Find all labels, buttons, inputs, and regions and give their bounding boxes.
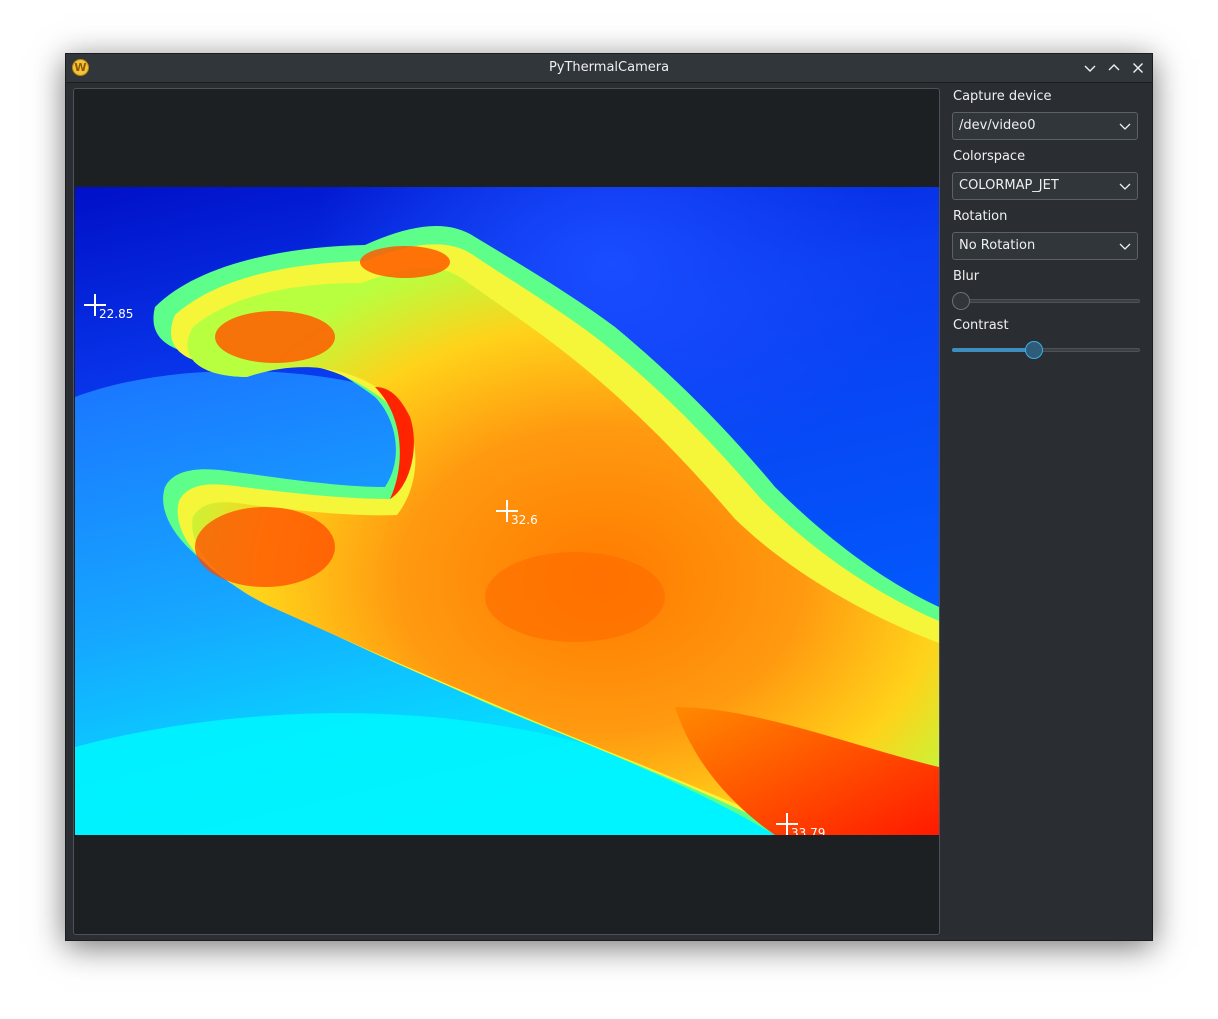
- capture-device-label: Capture device: [953, 89, 1052, 104]
- close-icon: [1133, 63, 1143, 73]
- chevron-down-icon: [1119, 183, 1131, 190]
- contrast-slider[interactable]: [952, 338, 1140, 362]
- temperature-label: 22.85: [99, 307, 134, 321]
- maximize-icon: [1108, 64, 1120, 71]
- minimize-button[interactable]: [1080, 58, 1100, 78]
- app-window: W PyThermalCamera: [65, 53, 1153, 941]
- minimize-icon: [1084, 65, 1096, 72]
- colorspace-value: COLORMAP_JET: [959, 178, 1059, 193]
- crosshair-vertical: [94, 294, 96, 316]
- capture-device-value: /dev/video0: [959, 118, 1036, 133]
- blur-label: Blur: [953, 269, 980, 284]
- contrast-label: Contrast: [953, 318, 1009, 333]
- crosshair-vertical: [786, 813, 788, 835]
- capture-device-select[interactable]: /dev/video0: [952, 112, 1138, 140]
- chevron-down-icon: [1119, 123, 1131, 130]
- slider-handle[interactable]: [952, 292, 970, 310]
- settings-sidebar: Capture device /dev/video0 Colorspace CO…: [952, 88, 1140, 366]
- thermal-image: 22.85 32.6 33.79: [75, 187, 939, 835]
- colorspace-select[interactable]: COLORMAP_JET: [952, 172, 1138, 200]
- colorspace-label: Colorspace: [953, 149, 1026, 164]
- crosshair-vertical: [506, 500, 508, 522]
- rotation-label: Rotation: [953, 209, 1008, 224]
- rotation-value: No Rotation: [959, 238, 1036, 253]
- slider-handle[interactable]: [1025, 341, 1044, 359]
- slider-fill: [952, 348, 1035, 352]
- window-title: PyThermalCamera: [548, 60, 670, 75]
- blur-slider[interactable]: [952, 289, 1140, 313]
- title-bar[interactable]: W PyThermalCamera: [66, 54, 1152, 83]
- temperature-label: 32.6: [511, 513, 538, 527]
- chevron-down-icon: [1119, 243, 1131, 250]
- rotation-select[interactable]: No Rotation: [952, 232, 1138, 260]
- maximize-button[interactable]: [1104, 58, 1124, 78]
- camera-viewport: 22.85 32.6 33.79: [73, 88, 940, 935]
- temperature-label: 33.79: [791, 826, 826, 835]
- app-logo-icon[interactable]: W: [72, 59, 89, 76]
- close-button[interactable]: [1128, 58, 1148, 78]
- slider-groove[interactable]: [952, 299, 1140, 303]
